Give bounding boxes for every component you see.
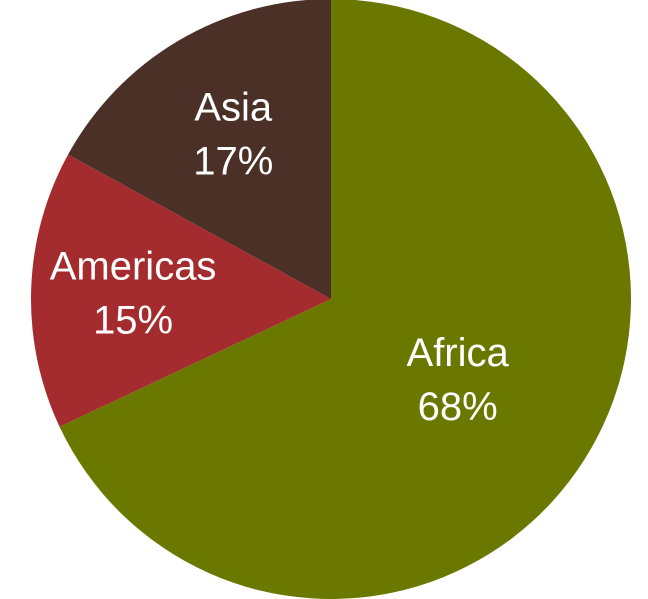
pie-slices [30,0,631,599]
slice-label-americas: Americas [50,244,217,288]
pie-slice-asia [68,0,331,299]
pie-slice-americas [30,154,332,427]
slice-label-asia: Asia [194,85,273,129]
pie-labels: Africa 68% Americas 15% Asia 17% [50,85,510,429]
slice-value-americas: 15% [93,298,173,342]
slice-value-asia: 17% [193,139,273,183]
slice-label-africa: Africa [407,331,510,375]
slice-value-africa: 68% [418,385,498,429]
pie-slice-africa [59,0,631,599]
